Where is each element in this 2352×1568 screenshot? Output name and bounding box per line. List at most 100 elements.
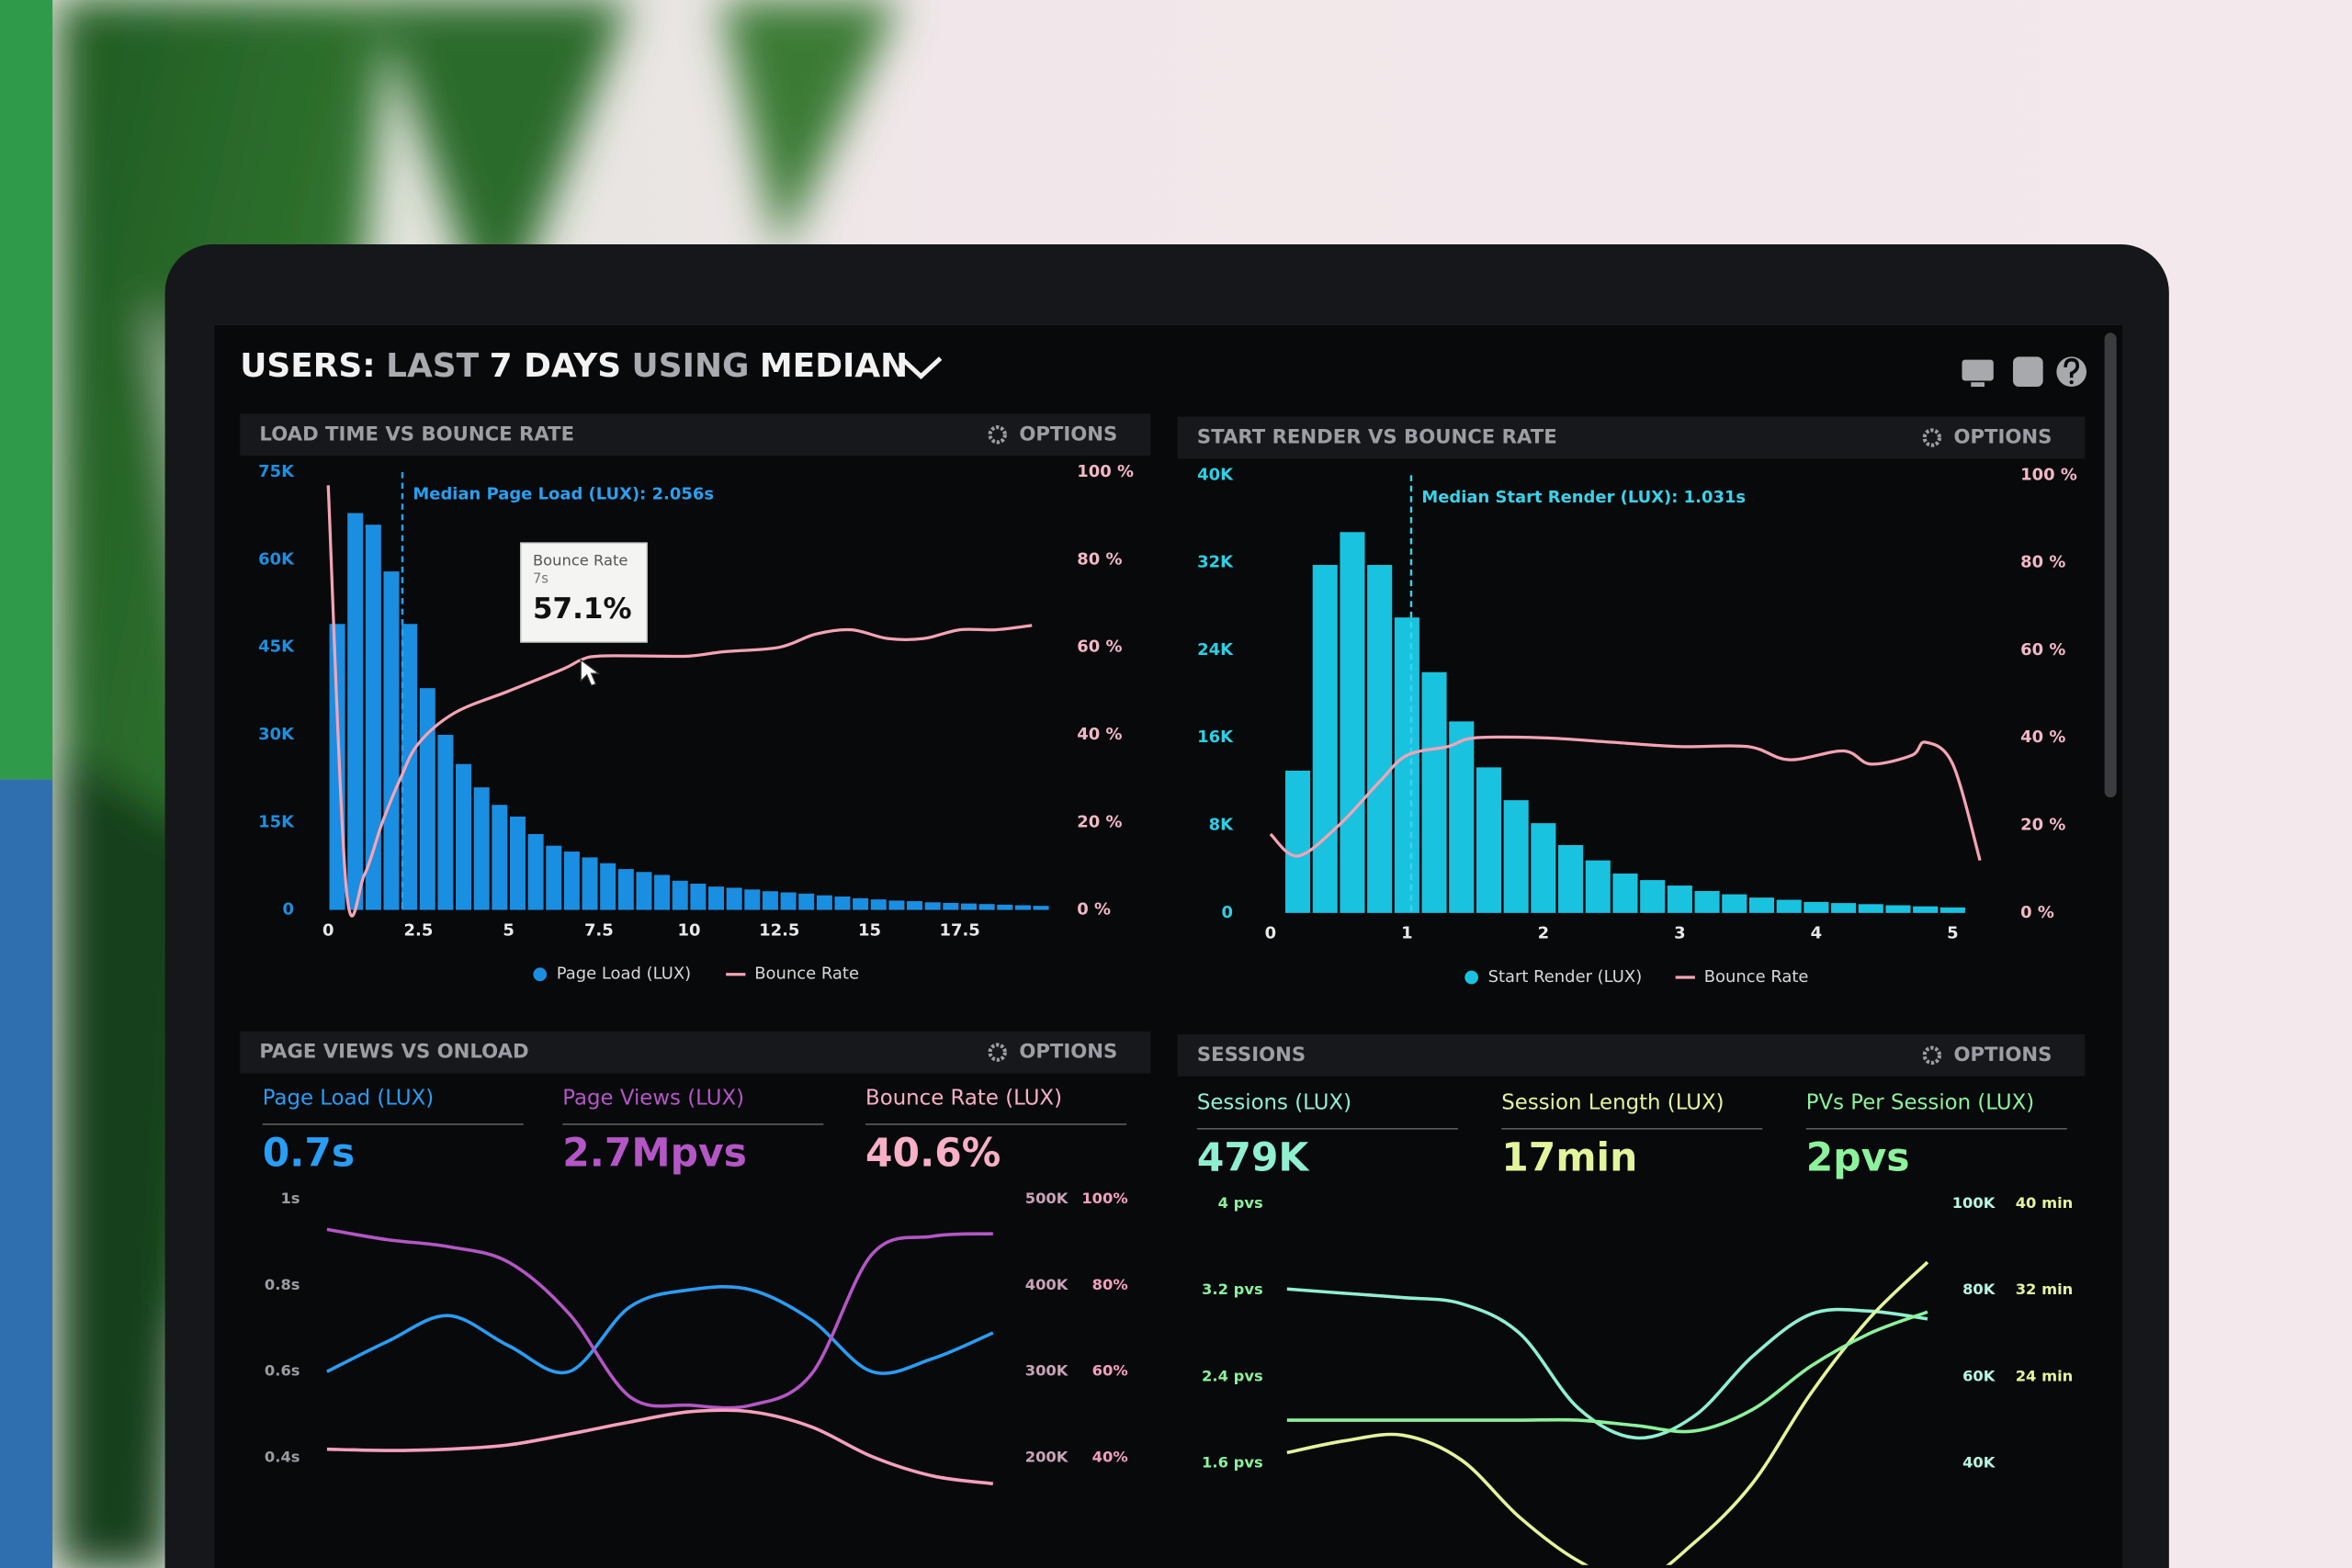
tick-label: 15K bbox=[258, 812, 295, 831]
histogram-bar bbox=[943, 902, 959, 910]
tick-label: 0 bbox=[1265, 924, 1276, 943]
metric-name: Session Length (LUX) bbox=[1501, 1091, 1724, 1115]
metric-value: 2.7Mpvs bbox=[562, 1132, 747, 1177]
tick-label: 12.5 bbox=[759, 920, 799, 940]
line-series bbox=[1286, 1287, 1928, 1440]
histogram-bar bbox=[1585, 860, 1611, 913]
histogram-bar bbox=[744, 889, 761, 910]
histogram-bar bbox=[1503, 800, 1529, 913]
histogram-bar bbox=[546, 845, 562, 910]
tick-label: 4 pvs bbox=[1218, 1194, 1263, 1212]
tick-label: 4 bbox=[1811, 924, 1822, 943]
histogram-bar bbox=[726, 887, 742, 910]
histogram-bar bbox=[1285, 770, 1311, 913]
tick-label: 100K bbox=[1952, 1194, 1996, 1212]
tick-label: 5 bbox=[503, 920, 514, 940]
panel-header bbox=[240, 1031, 1151, 1074]
tick-label: 40K bbox=[1197, 465, 1234, 484]
screen bbox=[214, 325, 2123, 1568]
line-series bbox=[326, 1408, 994, 1485]
options-button[interactable]: OPTIONS bbox=[1953, 1043, 2052, 1066]
histogram-bar bbox=[1804, 901, 1829, 913]
tick-label: 0 bbox=[1222, 903, 1233, 922]
histogram-bar bbox=[1014, 905, 1031, 910]
legend-label: Start Render (LUX) bbox=[1488, 967, 1643, 987]
tick-label: 0 % bbox=[1077, 900, 1111, 919]
tick-label: 0.4s bbox=[265, 1449, 300, 1466]
dashboard-title: USERS: LAST 7 DAYS USING MEDIAN bbox=[240, 347, 908, 385]
histogram-bar bbox=[978, 904, 995, 910]
tick-label: 100% bbox=[1081, 1190, 1127, 1207]
tick-label: 500K bbox=[1025, 1190, 1069, 1207]
metric-name: Page Views (LUX) bbox=[562, 1087, 744, 1111]
line-series bbox=[326, 485, 1033, 918]
options-button[interactable]: OPTIONS bbox=[1953, 426, 2052, 449]
histogram-bar bbox=[907, 901, 923, 910]
options-icon bbox=[1922, 428, 1942, 447]
histogram-bar bbox=[1885, 905, 1911, 913]
histogram-bar bbox=[419, 688, 435, 910]
tick-label: 1s bbox=[280, 1190, 300, 1207]
legend-label: Page Load (LUX) bbox=[557, 964, 691, 984]
histogram-bar bbox=[509, 816, 526, 910]
metric-name: Bounce Rate (LUX) bbox=[865, 1087, 1062, 1111]
tick-label: 40 % bbox=[1077, 725, 1122, 744]
histogram-bar bbox=[780, 892, 797, 910]
monitor-icon[interactable] bbox=[1962, 359, 1994, 381]
panel-title: SESSIONS bbox=[1197, 1043, 1306, 1066]
tick-label: 80 % bbox=[1077, 549, 1122, 569]
metric-value: 2pvs bbox=[1806, 1136, 1910, 1181]
tick-label: 10 bbox=[678, 920, 701, 940]
tick-label: 100 % bbox=[1077, 462, 1134, 481]
tick-label: 24K bbox=[1197, 640, 1234, 660]
histogram-bar bbox=[1694, 891, 1720, 913]
histogram-bar bbox=[617, 869, 634, 910]
tick-label: 40% bbox=[1092, 1449, 1128, 1466]
histogram-bar bbox=[636, 872, 652, 910]
histogram-bar bbox=[1612, 873, 1638, 913]
legend-label: Bounce Rate bbox=[1704, 967, 1809, 987]
histogram-bar bbox=[853, 897, 869, 910]
line-series bbox=[326, 1227, 993, 1410]
histogram-bar bbox=[1831, 903, 1857, 913]
histogram-bar bbox=[1722, 894, 1747, 913]
share-icon[interactable] bbox=[2013, 356, 2043, 388]
median-label: Median Page Load (LUX): 2.056s bbox=[413, 485, 714, 504]
tick-label: 0 bbox=[283, 900, 294, 919]
histogram-bar bbox=[437, 734, 454, 910]
tick-label: 17.5 bbox=[940, 920, 980, 940]
options-icon bbox=[988, 425, 1007, 445]
tick-label: 45K bbox=[258, 637, 295, 657]
tooltip-x: 7s bbox=[533, 570, 548, 586]
tick-label: 5 bbox=[1947, 924, 1958, 943]
tick-label: 15 bbox=[858, 920, 881, 940]
title-part: USING bbox=[632, 347, 750, 385]
legend-swatch bbox=[533, 967, 548, 982]
line-series bbox=[1286, 1260, 1929, 1565]
histogram-bar bbox=[707, 886, 725, 910]
title-part: USERS: bbox=[240, 347, 375, 385]
options-button[interactable]: OPTIONS bbox=[1019, 423, 1117, 446]
histogram-bar bbox=[690, 883, 707, 910]
histogram-bar bbox=[1558, 844, 1584, 913]
histogram-bar bbox=[456, 763, 472, 910]
histogram-bar bbox=[1640, 880, 1666, 913]
histogram-bar bbox=[997, 904, 1013, 910]
histogram-bar bbox=[329, 624, 345, 910]
tick-label: 40 % bbox=[2020, 728, 2065, 747]
panel-header bbox=[1177, 1034, 2086, 1077]
histogram-bar bbox=[473, 787, 490, 910]
options-button[interactable]: OPTIONS bbox=[1019, 1041, 1117, 1064]
tick-label: 32 min bbox=[2016, 1280, 2074, 1298]
histogram-bar bbox=[762, 891, 778, 910]
histogram-bar bbox=[1776, 899, 1802, 913]
histogram-bar bbox=[401, 624, 418, 910]
line-series bbox=[1286, 1310, 1928, 1434]
tick-label: 60% bbox=[1092, 1362, 1128, 1380]
dropdown-chevron[interactable] bbox=[899, 356, 943, 379]
histogram-bar bbox=[1367, 565, 1393, 913]
histogram-bar bbox=[1748, 897, 1775, 913]
title-part: LAST bbox=[386, 347, 480, 385]
